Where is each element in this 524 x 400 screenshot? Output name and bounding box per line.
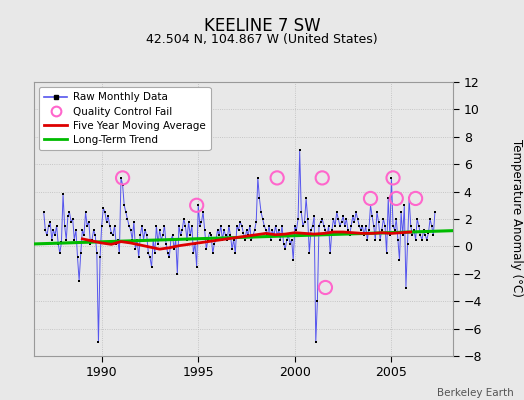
Legend: Raw Monthly Data, Quality Control Fail, Five Year Moving Average, Long-Term Tren: Raw Monthly Data, Quality Control Fail, … <box>39 87 211 150</box>
Point <box>321 284 330 291</box>
Point <box>273 175 281 181</box>
Point <box>389 175 397 181</box>
Point <box>366 195 375 202</box>
Point <box>318 175 326 181</box>
Point <box>118 175 127 181</box>
Text: Berkeley Earth: Berkeley Earth <box>437 388 514 398</box>
Point <box>411 195 420 202</box>
Point <box>192 202 201 208</box>
Text: KEELINE 7 SW: KEELINE 7 SW <box>204 17 320 35</box>
Text: Temperature Anomaly (°C): Temperature Anomaly (°C) <box>510 139 522 297</box>
Text: 42.504 N, 104.867 W (United States): 42.504 N, 104.867 W (United States) <box>146 34 378 46</box>
Point <box>392 195 400 202</box>
